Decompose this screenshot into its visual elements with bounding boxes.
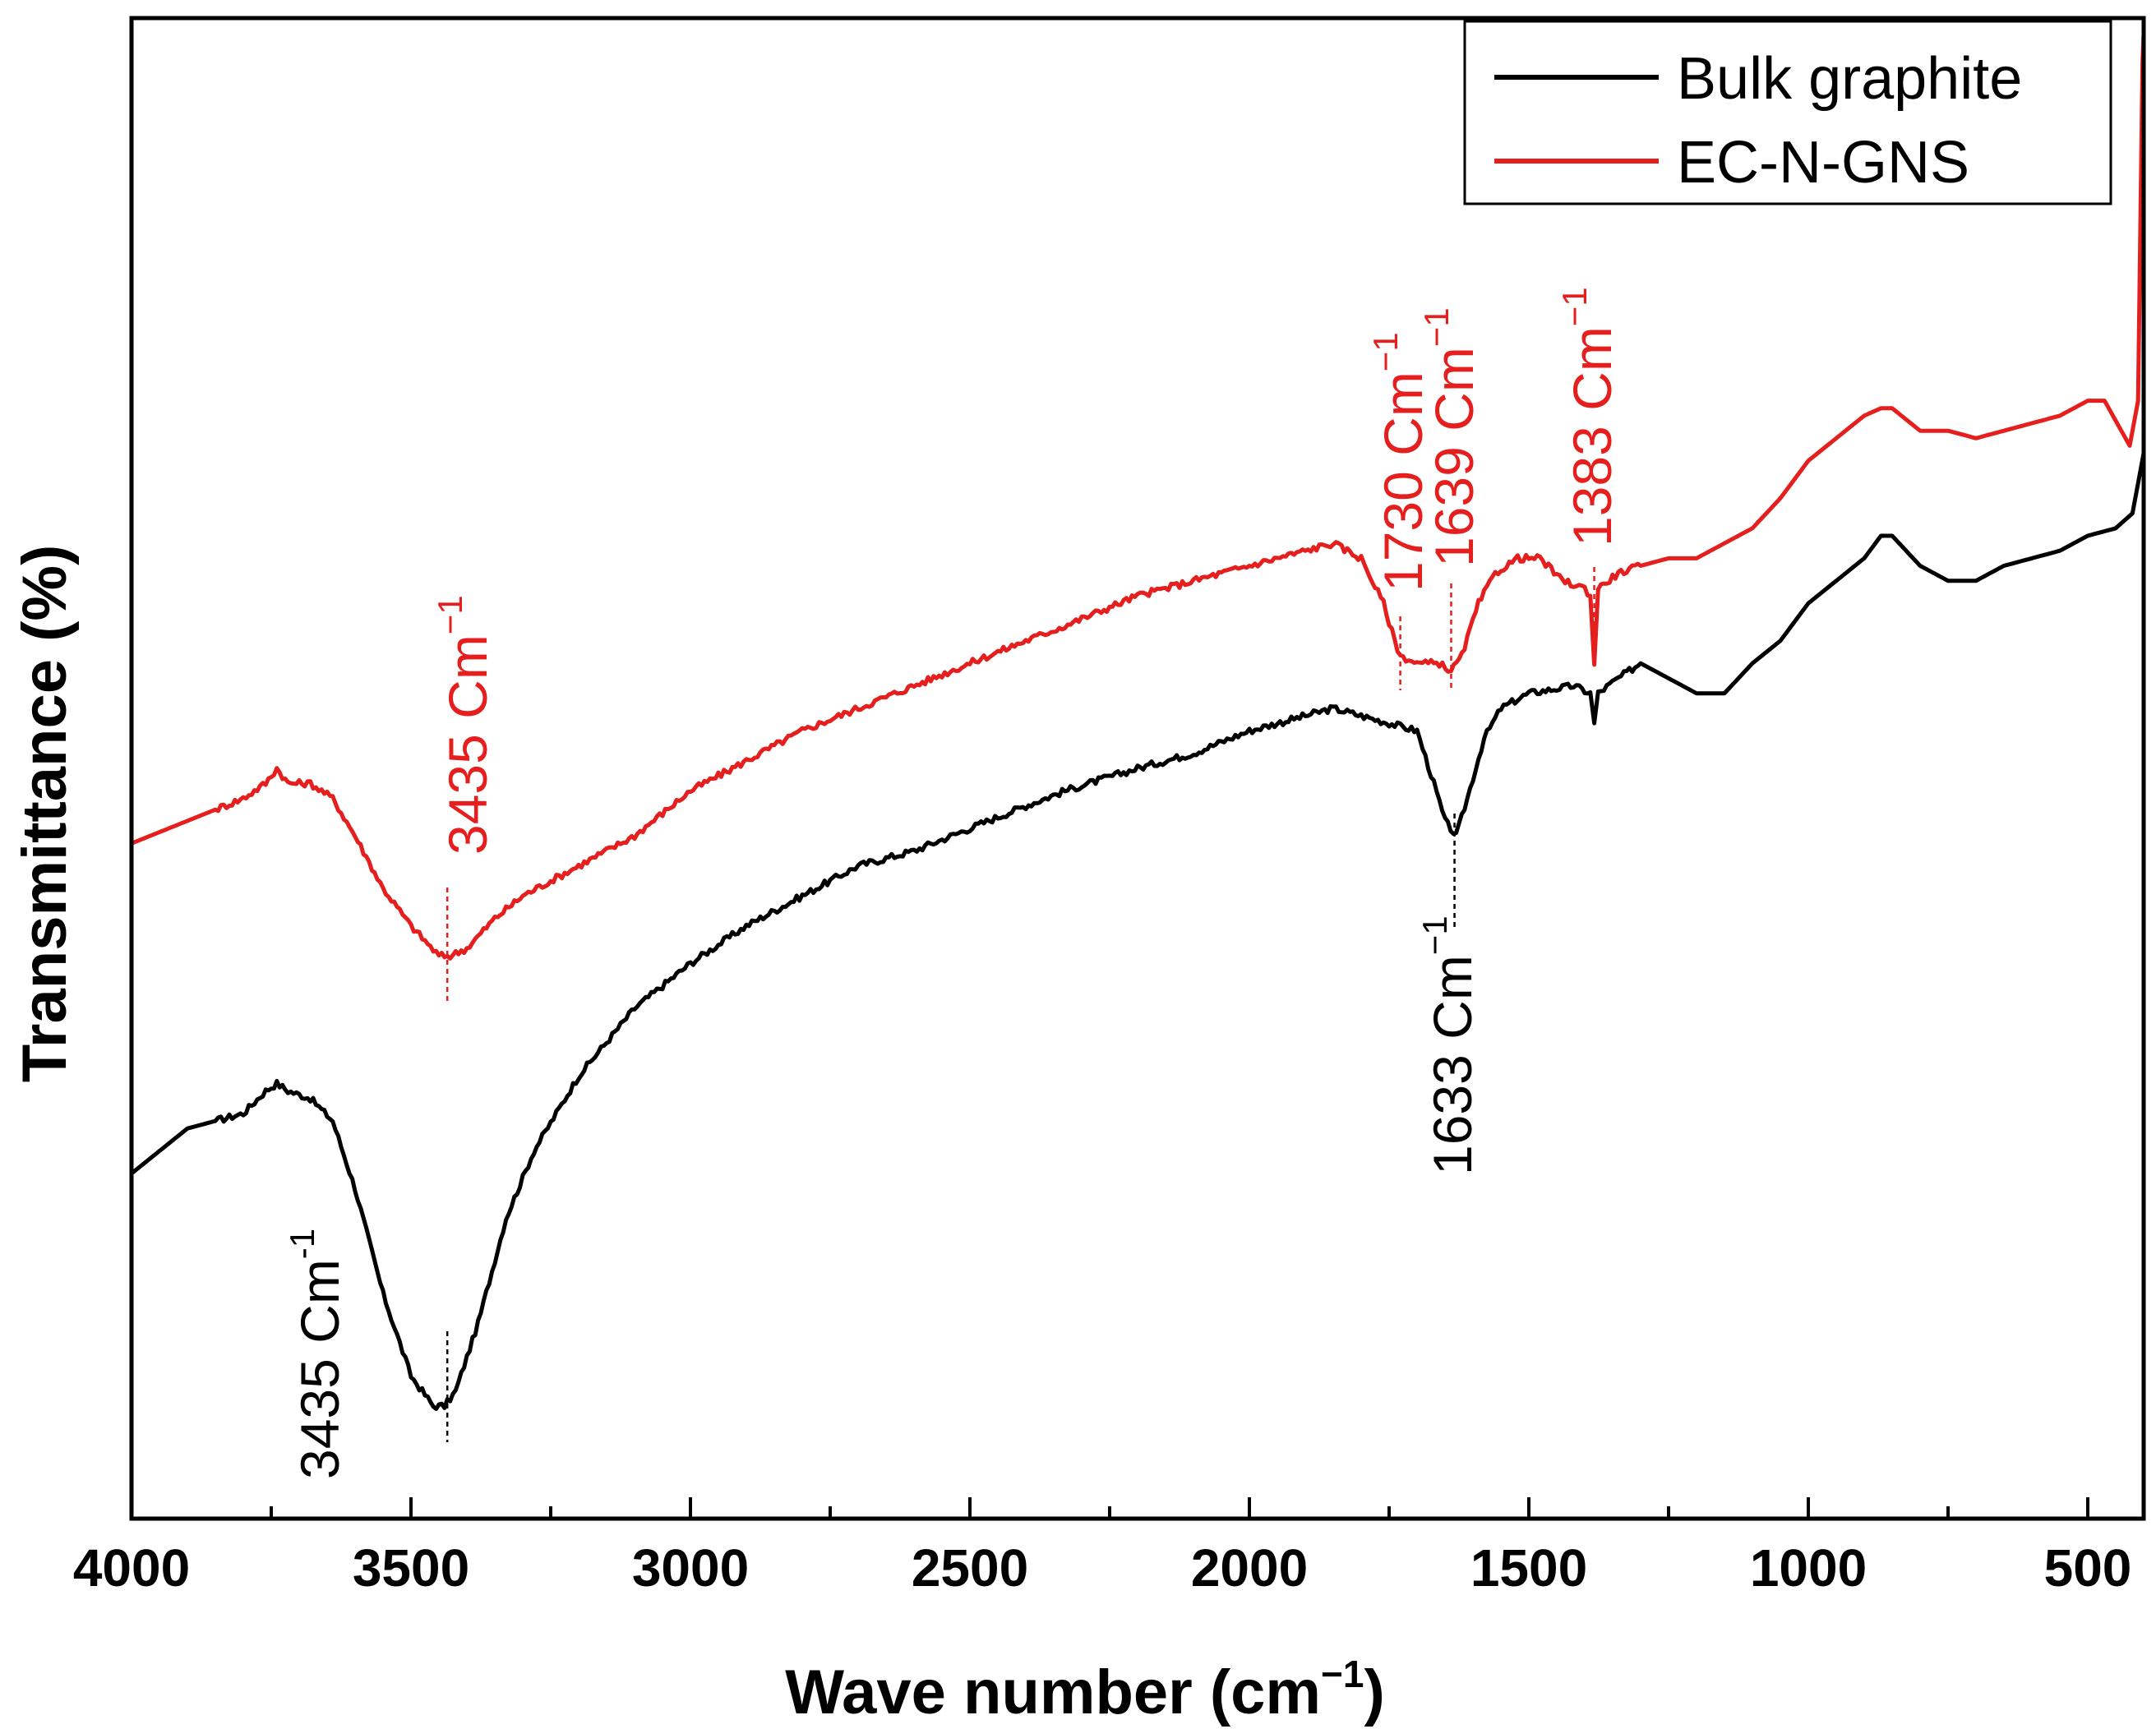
annotation-guides <box>446 567 1595 1442</box>
x-axis-title-sup: −1 <box>1321 1653 1364 1695</box>
annotation-label-ec-n-gns-1730: 1730 Cm−1 <box>1366 332 1433 592</box>
x-tick-label-2500: 2500 <box>912 1538 1028 1598</box>
x-axis-title-close: ) <box>1364 1658 1384 1727</box>
plot-frame <box>129 16 2146 1521</box>
annotation-label-ec-n-gns-1639: 1639 Cm−1 <box>1417 307 1484 567</box>
series-line-ec-n-gns <box>131 33 2146 961</box>
x-tick-label-3500: 3500 <box>353 1538 469 1598</box>
series-curves <box>130 33 2146 1411</box>
y-axis-title: Transmittance (%) <box>10 545 80 1083</box>
series-line-bulk-graphite <box>130 453 2146 1411</box>
x-tick-label-2000: 2000 <box>1191 1538 1308 1598</box>
x-axis-title: Wave number (cm−1) <box>785 1653 1385 1727</box>
legend: Bulk graphite EC-N-GNS <box>1463 20 2112 205</box>
x-axis-tick-labels: 4000 3500 3000 2500 2000 1500 1000 500 <box>73 1538 2132 1598</box>
annotation-label-bulk-graphite-3435: 3435 Cm-1 <box>283 1229 350 1479</box>
annotation-label-ec-n-gns-3435: 3435 Cm−1 <box>431 595 498 855</box>
annotation-label-bulk-graphite-1633: 1633 Cm−1 <box>1415 915 1483 1175</box>
x-tick-label-500: 500 <box>2044 1538 2132 1598</box>
x-axis-ticks <box>130 1497 2089 1519</box>
x-tick-label-4000: 4000 <box>73 1538 190 1598</box>
legend-label-ec-n-gns: EC-N-GNS <box>1677 130 1969 196</box>
annotation-labels: 3435 Cm−1 1730 Cm−1 1639 Cm−1 1383 Cm−1 3435… <box>283 287 1623 1479</box>
legend-label-bulk-graphite: Bulk graphite <box>1677 46 2022 112</box>
legend-box <box>1463 20 2112 205</box>
x-tick-label-1000: 1000 <box>1750 1538 1867 1598</box>
x-tick-label-1500: 1500 <box>1470 1538 1587 1598</box>
x-tick-label-3000: 3000 <box>632 1538 749 1598</box>
annotation-label-ec-n-gns-1383: 1383 Cm−1 <box>1555 287 1623 546</box>
x-axis-title-main: Wave number (cm <box>785 1658 1321 1727</box>
